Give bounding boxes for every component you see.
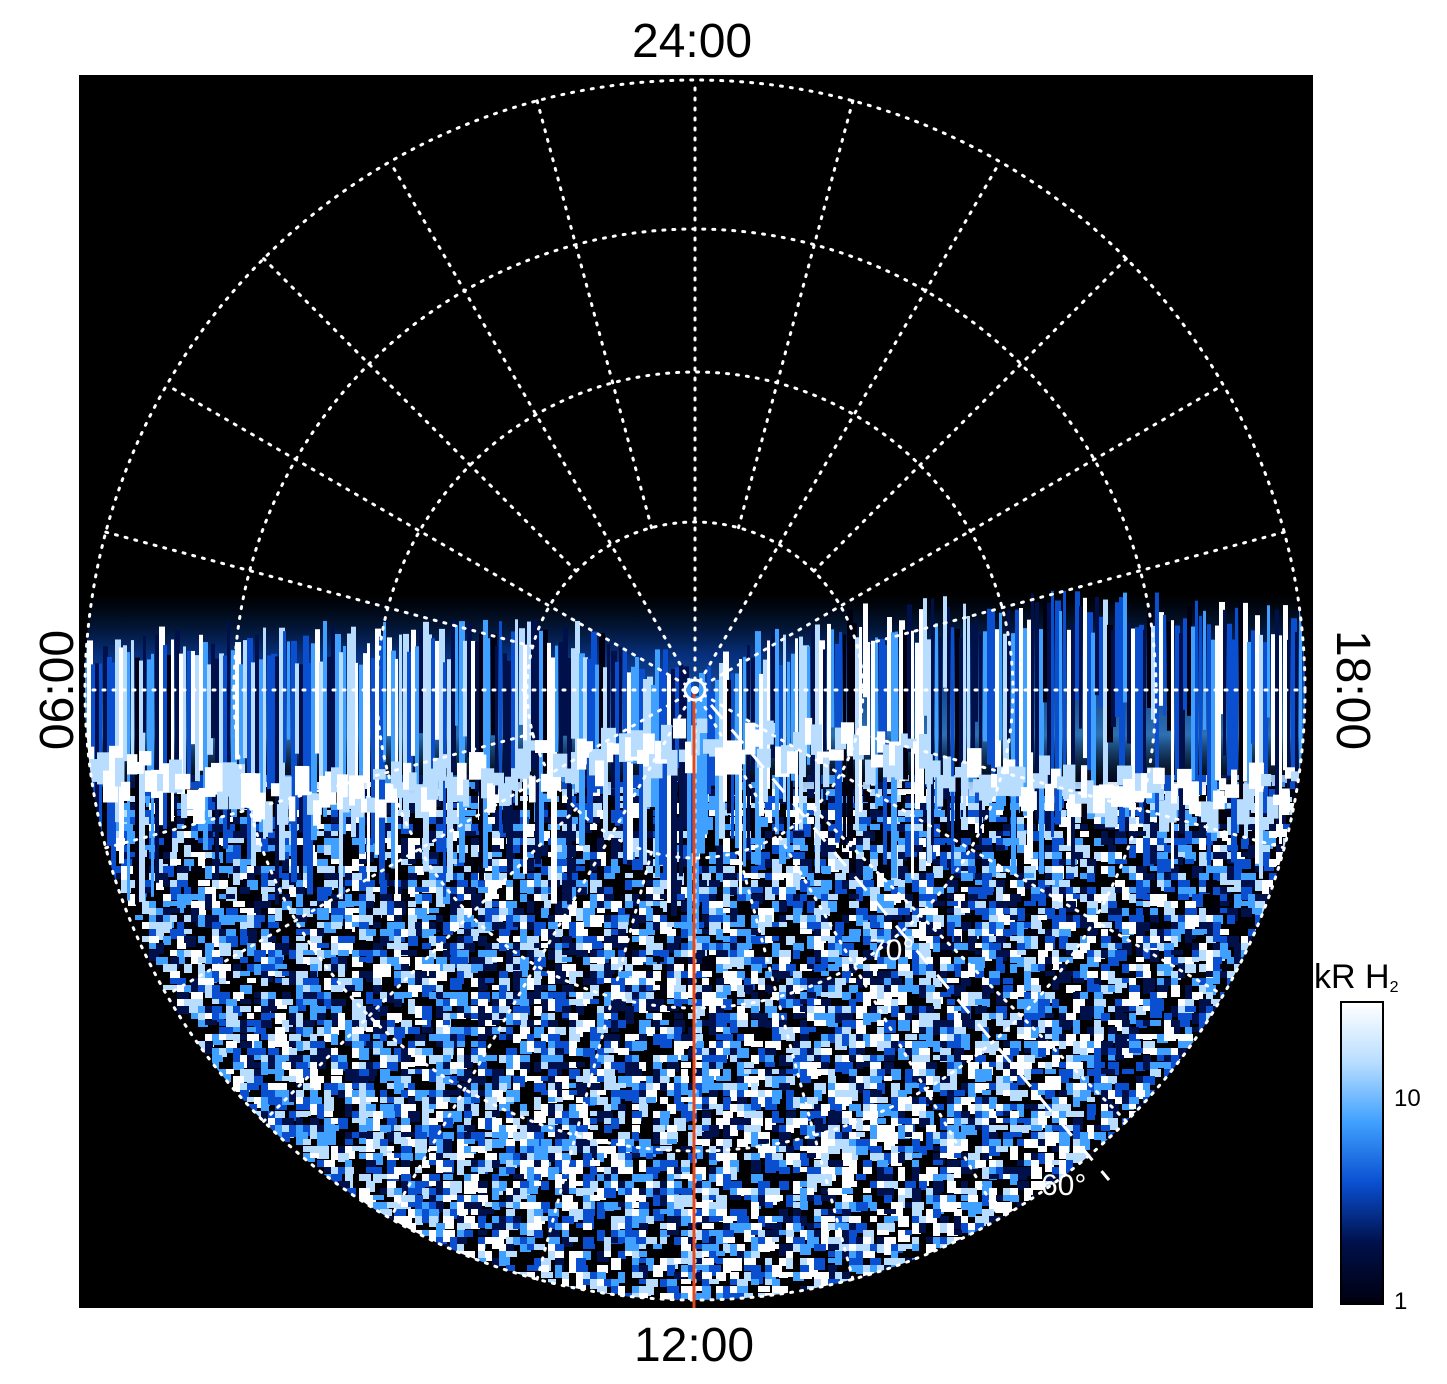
polar-heatmap-svg: 70° 60° (83, 78, 1307, 1308)
local-time-meridian (693, 688, 1225, 997)
local-time-label-noon: 12:00 (634, 1319, 755, 1372)
colorbar-tick-label: 1 (1394, 1288, 1408, 1315)
local-time-meridian (812, 257, 1128, 573)
local-time-meridian (736, 850, 855, 1281)
polar-projection-plot: 70° 60° (79, 75, 1313, 1308)
local-time-meridian (736, 99, 855, 530)
latitude-circle (525, 520, 865, 860)
local-time-meridian (165, 688, 697, 997)
local-time-label-midnight: 24:00 (632, 15, 753, 68)
latitude-circle (83, 78, 1307, 1302)
colorbar-title-subscript: 2 (1389, 979, 1399, 996)
latitude-label-70: 70° (869, 934, 914, 967)
local-time-meridian (104, 530, 535, 649)
local-time-meridian (693, 160, 1002, 692)
colorbar-tick-label: 10 (1394, 1085, 1421, 1112)
local-time-meridian (388, 160, 697, 692)
local-time-meridian (812, 807, 1128, 1123)
local-time-label-dusk: 18:00 (1326, 629, 1379, 751)
colorbar (1340, 1001, 1384, 1305)
local-time-label-dawn: 06:00 (31, 629, 84, 751)
latitude-scale-line (709, 704, 1111, 1181)
local-time-meridian (693, 688, 1002, 1220)
colorbar-title: kR H2 (1314, 958, 1398, 997)
local-time-meridian (388, 688, 697, 1220)
colorbar-title-text: kR H (1314, 958, 1390, 996)
local-time-meridian (262, 807, 578, 1123)
local-time-meridian (165, 383, 697, 692)
local-time-meridian (693, 383, 1225, 692)
local-time-meridian (104, 731, 535, 850)
pole-marker (683, 678, 707, 702)
polar-grid (83, 78, 1307, 1302)
local-time-meridian (855, 530, 1286, 649)
local-time-meridian (855, 731, 1286, 850)
local-time-meridian (535, 850, 654, 1281)
local-time-meridian (262, 257, 578, 573)
latitude-label-60: 60° (1041, 1169, 1086, 1202)
local-time-meridian (535, 99, 654, 530)
